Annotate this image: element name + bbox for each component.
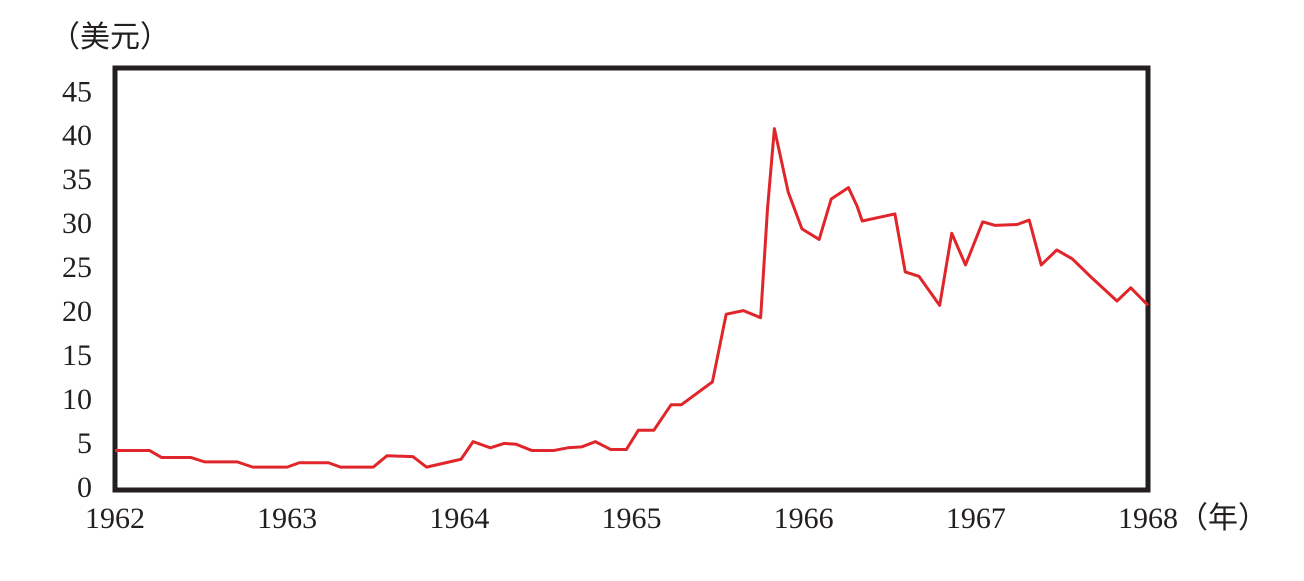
x-tick-label: 1964 (429, 502, 489, 535)
y-tick-label: 45 (62, 75, 92, 108)
x-tick-label: 1963 (257, 502, 317, 535)
y-tick-label: 5 (77, 427, 92, 460)
y-tick-label: 25 (62, 251, 92, 284)
x-tick-label: 1966 (774, 502, 834, 535)
y-tick-label: 35 (62, 163, 92, 196)
y-tick-label: 0 (77, 471, 92, 504)
x-axis-label: （年） (1178, 502, 1268, 535)
x-tick-label: 1965 (602, 502, 662, 535)
y-tick-label: 10 (62, 383, 92, 416)
y-tick-label: 20 (62, 295, 92, 328)
x-tick-label: 1962 (85, 502, 145, 535)
y-tick-label: 15 (62, 339, 92, 372)
data-line (115, 127, 1150, 469)
x-tick-label: 1968 (1118, 502, 1178, 535)
x-tick-label: 1967 (946, 502, 1006, 535)
y-tick-label: 30 (62, 207, 92, 240)
plot-frame (112, 65, 1151, 493)
y-axis-label: （美元） (50, 21, 170, 54)
y-tick-label: 40 (62, 119, 92, 152)
